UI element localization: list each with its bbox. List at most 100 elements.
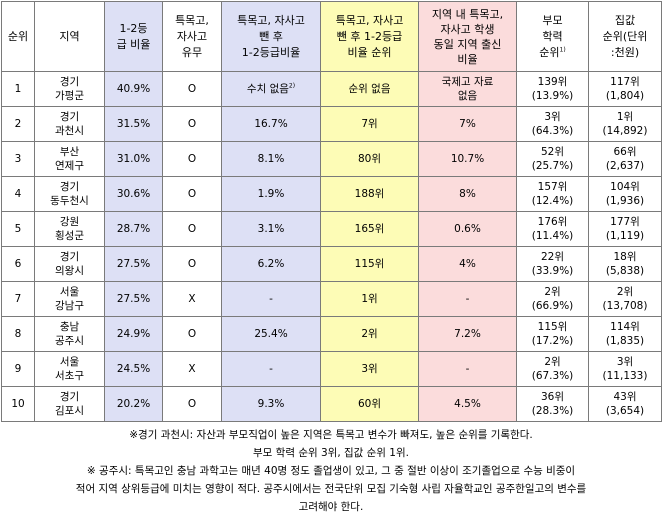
cell-local-ratio: 10.7% — [418, 141, 517, 177]
cell-grade12: 30.6% — [104, 176, 163, 212]
cell-excl-rank: 3위 — [320, 351, 419, 387]
note-line: 고려해야 한다. — [298, 501, 364, 513]
note-line: ※ 공주시: 특목고인 충남 과학고는 매년 40명 정도 졸업생이 있고, 그… — [86, 465, 576, 477]
table-row: 1 경기 가평군 40.9% O 수치 없음2) 순위 없음 국제고 자료 없음 139위 (13.… — [1, 71, 662, 107]
cell-excl-rank: 60위 — [320, 386, 419, 422]
cell-local-ratio: 4.5% — [418, 386, 517, 422]
cell-region: 서울 강남구 — [34, 281, 105, 317]
cell-excl-ratio: 3.1% — [221, 211, 321, 247]
footnote-marker: 2) — [288, 82, 296, 90]
cell-special-exist: X — [162, 281, 222, 317]
cell-special-exist: O — [162, 316, 222, 352]
cell-parent-edu: 2위 (67.3%) — [516, 351, 589, 387]
cell-price: 2위 (13,708) — [588, 281, 662, 317]
cell-special-exist: O — [162, 211, 222, 247]
cell-grade12: 24.9% — [104, 316, 163, 352]
cell-rank: 1 — [1, 71, 35, 107]
cell-excl-rank: 115위 — [320, 246, 419, 282]
cell-price: 114위 (1,835) — [588, 316, 662, 352]
note-line: ※경기 과천시: 자산과 부모직업이 높은 지역은 특목고 변수가 빠져도, 높… — [129, 429, 533, 441]
cell-price: 43위 (3,654) — [588, 386, 662, 422]
cell-rank: 10 — [1, 386, 35, 422]
cell-price: 3위 (11,133) — [588, 351, 662, 387]
cell-region: 충남 공주시 — [34, 316, 105, 352]
cell-local-ratio: 7.2% — [418, 316, 517, 352]
cell-parent-edu: 157위 (12.4%) — [516, 176, 589, 212]
note-line: 적어 지역 상위등급에 미치는 영향이 적다. 공주시에서는 전국단위 모집 기… — [75, 483, 587, 495]
table-row: 4 경기 동두천시 30.6% O 1.9% 188위 8% 157위 (12.4%) 104위 (1… — [1, 176, 662, 212]
cell-excl-rank: 2위 — [320, 316, 419, 352]
cell-local-ratio: 7% — [418, 106, 517, 142]
cell-excl-rank: 80위 — [320, 141, 419, 177]
cell-special-exist: O — [162, 176, 222, 212]
cell-excl-ratio: 6.2% — [221, 246, 321, 282]
cell-region: 강원 횡성군 — [34, 211, 105, 247]
table-row: 2 경기 과천시 31.5% O 16.7% 7위 7% 3위 (64.3%) 1위 (14,892) — [1, 106, 662, 142]
cell-rank: 4 — [1, 176, 35, 212]
cell-region: 경기 과천시 — [34, 106, 105, 142]
table-row: 3 부산 연제구 31.0% O 8.1% 80위 10.7% 52위 (25.7%) 66위 (2,… — [1, 141, 662, 177]
cell-local-ratio: 4% — [418, 246, 517, 282]
table-row: 5 강원 횡성군 28.7% O 3.1% 165위 0.6% 176위 (11.4%) 177위(… — [1, 211, 662, 247]
cell-excl-rank: 1위 — [320, 281, 419, 317]
cell-rank: 9 — [1, 351, 35, 387]
cell-excl-ratio: 9.3% — [221, 386, 321, 422]
header-special-exist: 특목고, 자사고 유무 — [162, 1, 222, 72]
header-excl-rank: 특목고, 자사고 뺀 후 1-2등급 비율 순위 — [320, 1, 419, 72]
cell-parent-edu: 115위 (17.2%) — [516, 316, 589, 352]
cell-parent-edu: 2위 (66.9%) — [516, 281, 589, 317]
table-row: 6 경기 의왕시 27.5% O 6.2% 115위 4% 22위 (33.9%) 18위 (5,83… — [1, 246, 662, 282]
cell-region: 경기 김포시 — [34, 386, 105, 422]
cell-excl-ratio: 25.4% — [221, 316, 321, 352]
cell-local-ratio: - — [418, 351, 517, 387]
header-rank: 순위 — [1, 1, 35, 72]
cell-special-exist: X — [162, 351, 222, 387]
ranking-table: 순위 지역 1-2등 급 비율 특목고, 자사고 유무 특목고, 자사고 뺀 후 1-2등… — [1, 1, 662, 422]
cell-region: 서울 서초구 — [34, 351, 105, 387]
cell-excl-ratio: 1.9% — [221, 176, 321, 212]
cell-rank: 3 — [1, 141, 35, 177]
header-parent-edu: 부모 학력 순위1) — [516, 1, 589, 72]
cell-price: 1위 (14,892) — [588, 106, 662, 142]
cell-excl-ratio: - — [221, 281, 321, 317]
cell-parent-edu: 52위 (25.7%) — [516, 141, 589, 177]
cell-rank: 7 — [1, 281, 35, 317]
cell-price: 104위 (1,936) — [588, 176, 662, 212]
header-local-ratio: 지역 내 특목고, 자사고 학생 동일 지역 출신 비율 — [418, 1, 517, 72]
footnote-marker: 1) — [559, 45, 566, 53]
cell-grade12: 27.5% — [104, 281, 163, 317]
cell-special-exist: O — [162, 386, 222, 422]
cell-excl-ratio: 8.1% — [221, 141, 321, 177]
cell-rank: 2 — [1, 106, 35, 142]
cell-price: 18위 (5,838) — [588, 246, 662, 282]
cell-excl-ratio: - — [221, 351, 321, 387]
cell-parent-edu: 139위 (13.9%) — [516, 71, 589, 107]
header-region: 지역 — [34, 1, 105, 72]
footnotes: ※경기 과천시: 자산과 부모직업이 높은 지역은 특목고 변수가 빠져도, 높… — [0, 426, 662, 516]
table-row: 10 경기 김포시 20.2% O 9.3% 60위 4.5% 36위 (28.3%) 43위 (3,… — [1, 386, 662, 422]
cell-region: 경기 가평군 — [34, 71, 105, 107]
cell-excl-rank: 7위 — [320, 106, 419, 142]
cell-grade12: 31.5% — [104, 106, 163, 142]
cell-rank: 6 — [1, 246, 35, 282]
cell-excl-rank: 188위 — [320, 176, 419, 212]
cell-grade12: 27.5% — [104, 246, 163, 282]
cell-price: 66위 (2,637) — [588, 141, 662, 177]
note-line: 부모 학력 순위 3위, 집값 순위 1위. — [253, 447, 409, 459]
table-row: 9 서울 서초구 24.5% X -3위 -2위 (67.3%) 3위 (11,133) — [1, 351, 662, 387]
cell-region: 경기 동두천시 — [34, 176, 105, 212]
cell-parent-edu: 22위 (33.9%) — [516, 246, 589, 282]
cell-local-ratio: - — [418, 281, 517, 317]
cell-price: 177위 (1,119) — [588, 211, 662, 247]
cell-excl-rank: 순위 없음 — [320, 71, 419, 107]
cell-grade12: 24.5% — [104, 351, 163, 387]
cell-region: 경기 의왕시 — [34, 246, 105, 282]
header-excl-ratio: 특목고, 자사고 뺀 후 1-2등급비율 — [221, 1, 321, 72]
table-row: 7 서울 강남구 27.5% X -1위 -2위 (66.9%) 2위 (13,708) — [1, 281, 662, 317]
cell-local-ratio: 국제고 자료 없음 — [418, 71, 517, 107]
cell-special-exist: O — [162, 106, 222, 142]
cell-special-exist: O — [162, 71, 222, 107]
cell-grade12: 28.7% — [104, 211, 163, 247]
cell-parent-edu: 3위 (64.3%) — [516, 106, 589, 142]
cell-grade12: 31.0% — [104, 141, 163, 177]
